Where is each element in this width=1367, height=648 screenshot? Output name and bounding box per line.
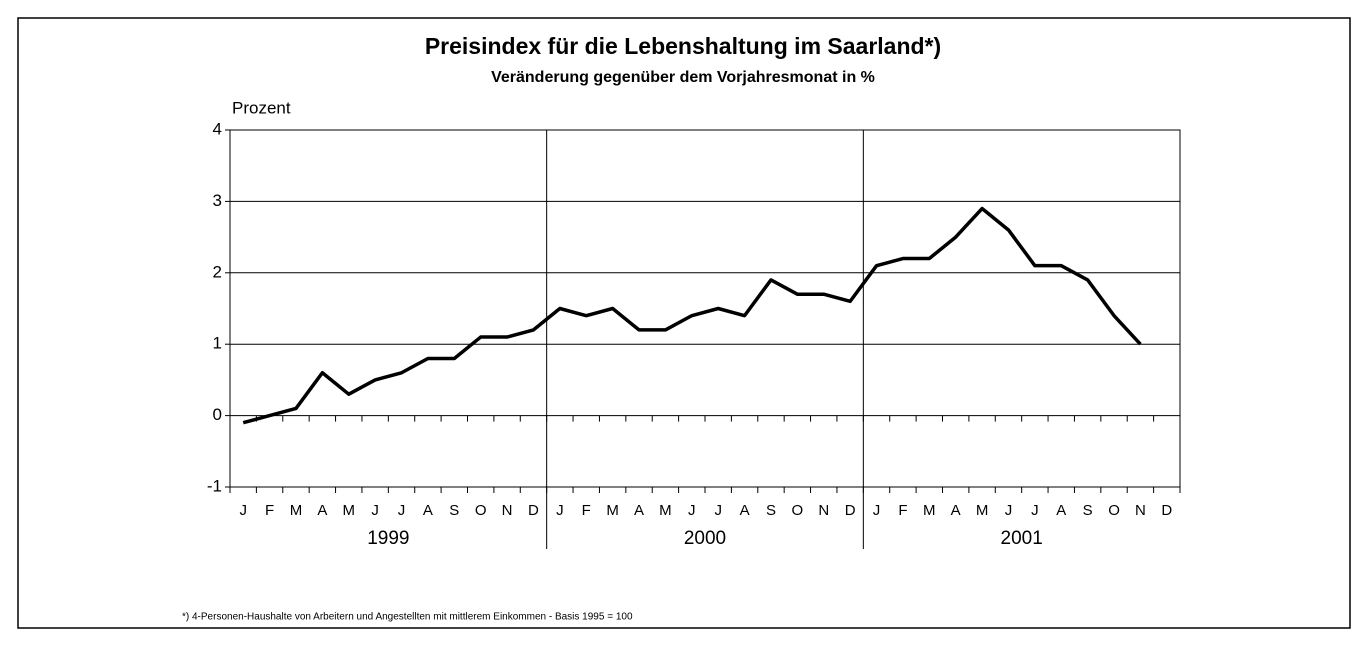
x-tick-label: A <box>740 502 750 519</box>
x-tick-label: N <box>1135 502 1146 519</box>
x-tick-label: F <box>265 502 274 519</box>
x-tick-label: N <box>502 502 513 519</box>
x-tick-label: S <box>1083 502 1093 519</box>
x-tick-label: J <box>1031 502 1039 519</box>
chart-subtitle: Veränderung gegenüber dem Vorjahresmonat… <box>491 69 875 86</box>
x-group-label: 2001 <box>1001 528 1043 549</box>
x-tick-label: A <box>634 502 644 519</box>
footnote: *) 4-Personen-Haushalte von Arbeitern un… <box>182 612 633 623</box>
x-tick-label: M <box>290 502 303 519</box>
y-tick-label: 2 <box>213 262 222 281</box>
x-group-label: 1999 <box>367 528 409 549</box>
x-tick-label: A <box>317 502 327 519</box>
x-tick-label: N <box>818 502 829 519</box>
x-tick-label: A <box>1056 502 1066 519</box>
plot-area <box>229 129 1181 488</box>
x-tick-label: O <box>475 502 487 519</box>
x-tick-label: O <box>792 502 804 519</box>
x-tick-label: M <box>659 502 672 519</box>
x-tick-label: J <box>556 502 564 519</box>
x-tick-label: J <box>714 502 722 519</box>
x-tick-label: F <box>898 502 907 519</box>
chart-title: Preisindex für die Lebenshaltung im Saar… <box>425 33 941 59</box>
x-tick-label: J <box>239 502 247 519</box>
y-axis-label: Prozent <box>232 98 291 117</box>
x-tick-label: F <box>582 502 591 519</box>
y-tick-label: 4 <box>213 119 222 138</box>
x-tick-label: J <box>873 502 881 519</box>
x-tick-label: D <box>528 502 539 519</box>
x-tick-label: M <box>976 502 989 519</box>
x-tick-label: J <box>371 502 379 519</box>
data-line <box>242 206 1142 425</box>
x-tick-label: J <box>688 502 696 519</box>
x-tick-label: M <box>923 502 936 519</box>
x-tick-label: D <box>1161 502 1172 519</box>
x-tick-label: O <box>1108 502 1120 519</box>
x-tick-label: A <box>423 502 433 519</box>
y-tick-label: 3 <box>213 191 222 210</box>
x-tick-label: S <box>449 502 459 519</box>
x-group-label: 2000 <box>684 528 726 549</box>
y-tick-label: -1 <box>207 476 222 495</box>
y-tick-label: 1 <box>213 334 222 353</box>
y-tick-label: 0 <box>213 405 222 424</box>
x-tick-label: D <box>845 502 856 519</box>
x-tick-label: M <box>606 502 619 519</box>
x-tick-label: M <box>343 502 356 519</box>
frame <box>17 17 1351 629</box>
x-tick-label: J <box>1005 502 1013 519</box>
x-tick-label: A <box>951 502 961 519</box>
x-tick-label: J <box>398 502 406 519</box>
x-tick-label: S <box>766 502 776 519</box>
